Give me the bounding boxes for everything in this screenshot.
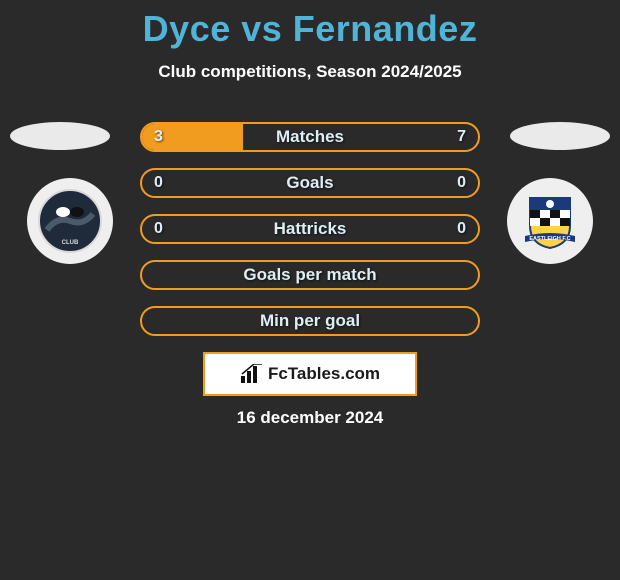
stat-row-goals: 0 Goals 0 — [140, 168, 480, 198]
bars-icon — [240, 364, 264, 384]
date-text: 16 december 2024 — [237, 408, 384, 427]
stat-label: Min per goal — [260, 311, 360, 331]
stat-label: Matches — [276, 127, 344, 147]
svg-text:CLUB: CLUB — [62, 240, 79, 246]
player-right-oval — [510, 122, 610, 150]
club-crest-left-icon: CLUB — [35, 186, 105, 256]
stat-label: Goals — [286, 173, 333, 193]
subtitle: Club competitions, Season 2024/2025 — [158, 62, 461, 81]
stat-bars: 3 Matches 7 0 Goals 0 0 Hattricks 0 Goal… — [140, 122, 480, 352]
stat-value-right: 0 — [457, 216, 466, 242]
stat-label: Hattricks — [274, 219, 347, 239]
stat-row-matches: 3 Matches 7 — [140, 122, 480, 152]
player-left-oval — [10, 122, 110, 150]
brand-box[interactable]: FcTables.com — [203, 352, 417, 396]
club-badge-left: CLUB — [27, 178, 113, 264]
stat-row-goals-per-match: Goals per match — [140, 260, 480, 290]
svg-text:EASTLEIGH F.C: EASTLEIGH F.C — [529, 236, 570, 242]
stat-value-right: 7 — [457, 124, 466, 150]
page-title: Dyce vs Fernandez — [143, 8, 478, 49]
stat-row-hattricks: 0 Hattricks 0 — [140, 214, 480, 244]
club-crest-right-icon: EASTLEIGH F.C — [515, 186, 585, 256]
brand-text: FcTables.com — [268, 364, 380, 384]
club-badge-right: EASTLEIGH F.C — [507, 178, 593, 264]
stat-row-min-per-goal: Min per goal — [140, 306, 480, 336]
stat-value-right: 0 — [457, 170, 466, 196]
stat-label: Goals per match — [243, 265, 376, 285]
